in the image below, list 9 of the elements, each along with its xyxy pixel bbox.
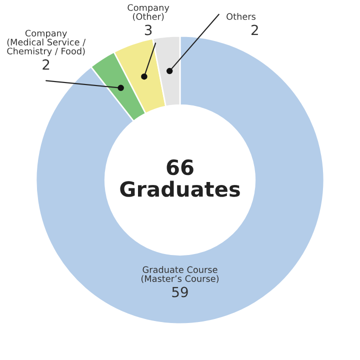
slice-label: Others [226, 12, 256, 20]
data-label: 3 [144, 24, 152, 36]
text: 66 Graduates [120, 159, 240, 197]
slice-label: Company (Other) [128, 4, 170, 21]
data-label: 2 [42, 59, 50, 70]
slice-label: Company (Medical Service / Chemistry / Food) [7, 30, 86, 56]
data-label: 2 [251, 24, 258, 36]
data-label: 59 [172, 286, 188, 298]
slice-label: Graduate Course (Master’s Course) [141, 266, 219, 284]
